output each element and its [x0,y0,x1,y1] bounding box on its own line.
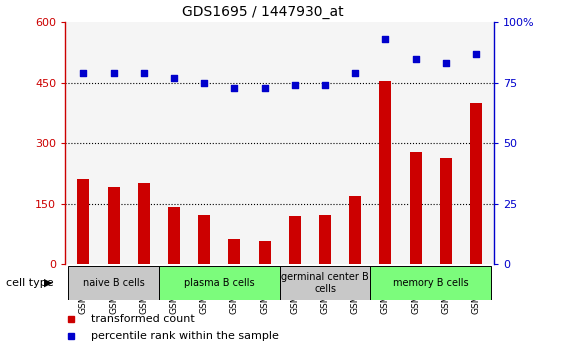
Bar [258,241,271,264]
Bar [440,158,452,264]
Bar [370,266,491,300]
Point [350,70,360,76]
Bar [410,152,421,264]
Bar [198,215,210,264]
Title: GDS1695 / 1447930_at: GDS1695 / 1447930_at [182,4,344,19]
Point [381,37,390,42]
Point [441,61,450,66]
Text: memory B cells: memory B cells [393,278,469,288]
Bar [68,266,159,300]
Bar [379,81,391,264]
Text: transformed count: transformed count [91,314,195,324]
Bar [289,216,301,264]
Point [79,70,88,76]
Point [471,51,481,57]
Point [320,82,329,88]
Text: plasma B cells: plasma B cells [184,278,254,288]
Point [260,85,269,90]
Bar [168,207,180,264]
Point [200,80,209,86]
Bar [228,239,240,264]
Text: percentile rank within the sample: percentile rank within the sample [91,332,279,341]
Point [290,82,299,88]
Point [169,75,178,81]
Text: cell type: cell type [6,278,53,288]
Bar [107,187,120,264]
Bar [77,179,90,264]
Bar [280,266,370,300]
Bar [349,196,361,264]
Point [139,70,148,76]
Bar [319,215,331,264]
Bar [470,103,482,264]
Bar [159,266,280,300]
Bar [138,184,150,264]
Text: naive B cells: naive B cells [83,278,144,288]
Point [109,70,118,76]
Point [411,56,420,61]
Text: germinal center B
cells: germinal center B cells [281,272,369,294]
Text: ▶: ▶ [44,278,53,288]
Point [230,85,239,90]
